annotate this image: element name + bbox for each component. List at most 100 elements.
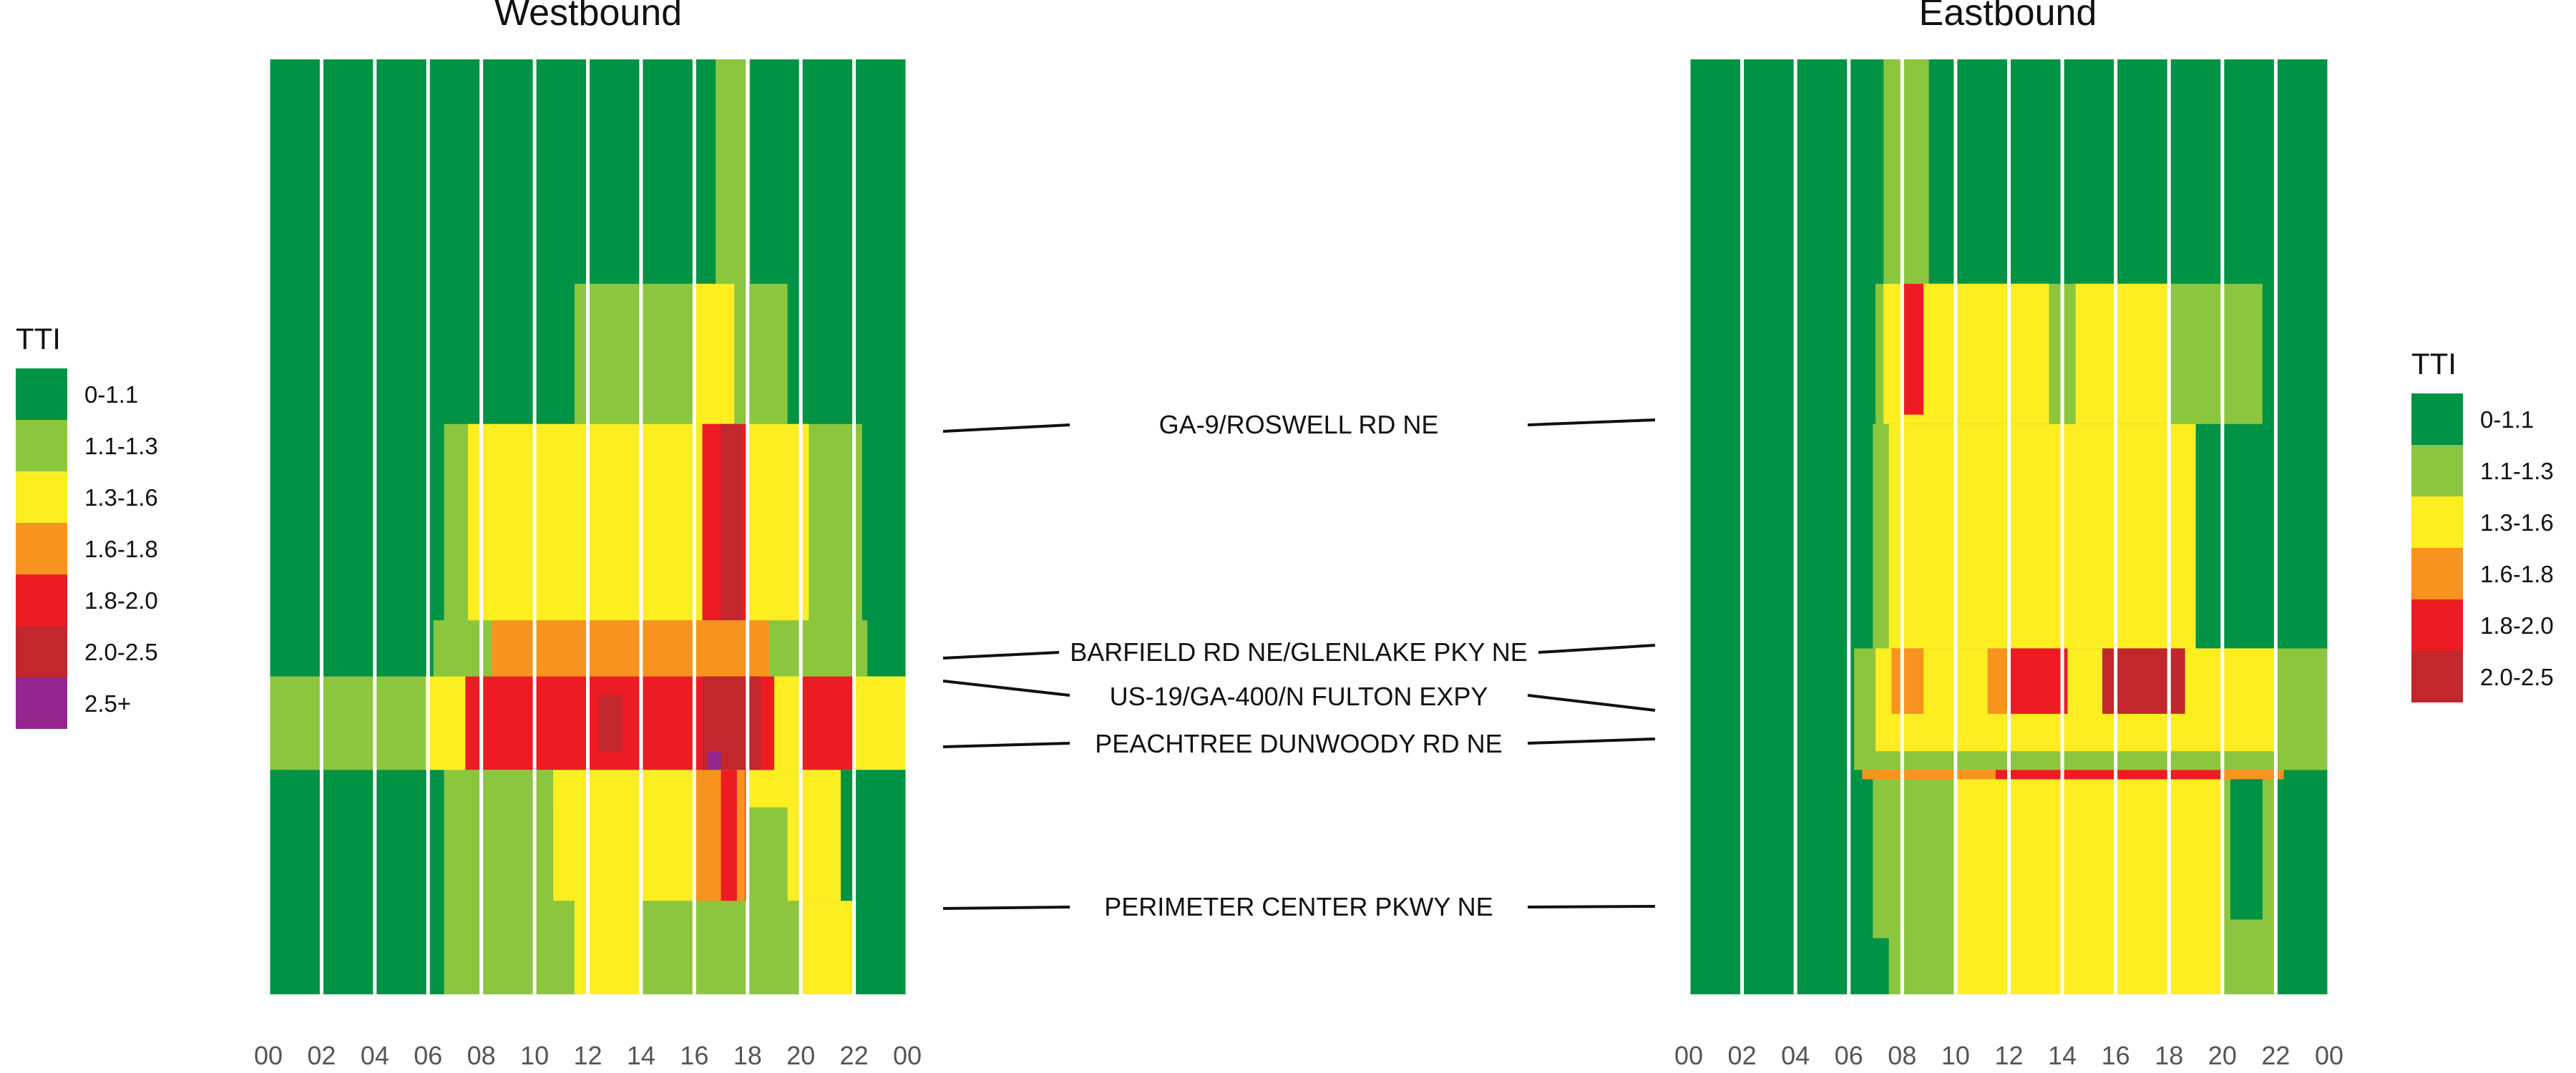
leader-line-us19-right — [1527, 694, 1656, 712]
road-label-peachtree-dunwoody: PEACHTREE DUNWOODY RD NE — [1095, 729, 1502, 758]
x-tick-label: 12 — [573, 1041, 602, 1070]
x-tick-label: 14 — [627, 1041, 655, 1070]
legend-label: 2.0-2.5 — [2480, 664, 2554, 690]
heatmap-cell-11 — [1987, 648, 2009, 714]
leader-line-barfield-left — [942, 651, 1060, 660]
x-tick-label: 20 — [2208, 1041, 2237, 1070]
x-tick-label: 22 — [2261, 1041, 2290, 1070]
leader-line-roswell-right — [1527, 418, 1656, 426]
heatmap-cell-21 — [721, 770, 737, 901]
x-tick-label: 18 — [733, 1041, 762, 1070]
x-tick-label: 10 — [520, 1041, 549, 1070]
legend-swatch — [16, 368, 67, 420]
legend-swatch — [2411, 599, 2463, 651]
legend-swatch — [16, 574, 67, 626]
heatmap-cell-4 — [2075, 283, 2170, 424]
leader-line-peachtree-left — [942, 742, 1070, 748]
x-tick-label: 06 — [1835, 1041, 1863, 1070]
leader-line-roswell-left — [942, 423, 1070, 433]
legend-swatch — [16, 523, 67, 574]
heatmap-cell-26 — [801, 901, 854, 994]
legend-swatch — [2411, 393, 2463, 445]
heatmap-cell-5 — [1902, 283, 1924, 415]
heatmap-cell-17 — [1888, 779, 1956, 994]
heatmap-cell-2 — [574, 283, 788, 424]
legend-swatch — [2411, 548, 2463, 599]
legend-swatch — [16, 626, 67, 677]
legend-westbound: TTI 0-1.1 1.1-1.3 1.3-1.6 1.6-1.8 1.8-2.0 2.0… — [16, 322, 158, 729]
leader-line-barfield-right — [1538, 644, 1656, 654]
heatmap-cell-10 — [1891, 648, 1924, 714]
eastbound-heatmap — [1687, 59, 2331, 994]
road-label-barfield: BARFIELD RD NE/GLENLAKE PKY NE — [1070, 637, 1528, 667]
heatmap-cell-7 — [1888, 423, 2196, 649]
heatmap-cell-16 — [707, 751, 721, 770]
x-tick-label: 00 — [893, 1041, 922, 1070]
leader-line-peachtree-right — [1527, 738, 1656, 745]
legend-label: 1.1-1.3 — [2480, 458, 2554, 484]
heatmap-cell-20 — [2230, 779, 2263, 920]
x-tick-label: 04 — [1781, 1041, 1810, 1070]
x-tick-label: 02 — [307, 1041, 336, 1070]
eastbound-x-ticks: 00 02 04 06 08 10 12 14 16 18 20 22 00 — [1674, 1041, 2343, 1070]
legend-label: 1.8-2.0 — [2480, 612, 2554, 639]
x-tick-label: 20 — [786, 1041, 815, 1070]
x-tick-label: 00 — [1674, 1041, 1703, 1070]
legend-swatch — [2411, 496, 2463, 548]
x-tick-label: 18 — [2155, 1041, 2183, 1070]
legend-label: 1.3-1.6 — [2480, 509, 2554, 536]
x-tick-label: 08 — [1888, 1041, 1916, 1070]
legend-label: 1.3-1.6 — [84, 484, 158, 511]
panel-title-eastbound: Eastbound — [1919, 0, 2097, 34]
legend-label: 2.0-2.5 — [84, 639, 158, 665]
x-tick-label: 06 — [414, 1041, 442, 1070]
heatmap-cell-9 — [492, 620, 769, 677]
heatmap-cell-14 — [1862, 751, 2329, 770]
heatmap-cell-14 — [598, 695, 623, 752]
x-tick-label: 16 — [680, 1041, 708, 1070]
panel-title-westbound: Westbound — [494, 0, 682, 34]
heatmap-cell-20 — [694, 770, 746, 901]
x-tick-label: 02 — [1728, 1041, 1757, 1070]
legend-label: 1.6-1.8 — [2480, 561, 2554, 587]
legend-swatch — [16, 677, 67, 729]
heatmap-cell-9 — [1875, 648, 2276, 770]
road-label-perimeter-center: PERIMETER CENTER PKWY NE — [1104, 892, 1493, 921]
road-label-us19: US-19/GA-400/N FULTON EXPY — [1110, 682, 1488, 711]
road-labels: GA-9/ROSWELL RD NE BARFIELD RD NE/GLENLA… — [942, 410, 1656, 921]
x-tick-label: 14 — [2048, 1041, 2077, 1070]
legend-label: 1.8-2.0 — [84, 587, 158, 614]
x-tick-label: 04 — [361, 1041, 389, 1070]
heatmap-cell-17 — [268, 770, 296, 994]
heatmap-cell-1 — [716, 59, 751, 284]
legend-label: 0-1.1 — [2480, 406, 2534, 433]
westbound-heatmap — [266, 59, 909, 994]
westbound-x-ticks: 00 02 04 06 08 10 12 14 16 18 20 22 00 — [254, 1041, 922, 1070]
x-tick-label: 08 — [467, 1041, 496, 1070]
heatmap-cell-18 — [1955, 779, 2236, 994]
legend-title: TTI — [2411, 347, 2457, 381]
x-tick-label: 00 — [2315, 1041, 2343, 1070]
x-tick-label: 10 — [1941, 1041, 1970, 1070]
x-tick-label: 12 — [1994, 1041, 2023, 1070]
legend-label: 1.1-1.3 — [84, 433, 158, 459]
heatmap-cell-12 — [2009, 648, 2068, 714]
heatmap-cell-3 — [694, 283, 735, 424]
x-tick-label: 16 — [2102, 1041, 2130, 1070]
leader-line-perimeter-left — [942, 906, 1070, 910]
legend-swatch — [16, 471, 67, 523]
heatmap-cell-1 — [1883, 59, 1929, 284]
legend-swatch — [2411, 445, 2463, 496]
heatmap-cell-13 — [801, 676, 854, 770]
leader-line-perimeter-right — [1527, 905, 1656, 908]
legend-swatch — [2411, 651, 2463, 702]
x-tick-label: 00 — [254, 1041, 283, 1070]
heatmap-cell-24 — [535, 901, 575, 994]
leader-line-us19-left — [942, 680, 1070, 697]
legend-label: 0-1.1 — [84, 381, 138, 408]
heatmap-cell-27 — [867, 770, 907, 994]
road-label-roswell: GA-9/ROSWELL RD NE — [1159, 410, 1439, 439]
x-tick-label: 22 — [840, 1041, 869, 1070]
heatmap-cell-16 — [1995, 770, 2223, 780]
legend-label: 1.6-1.8 — [84, 536, 158, 562]
